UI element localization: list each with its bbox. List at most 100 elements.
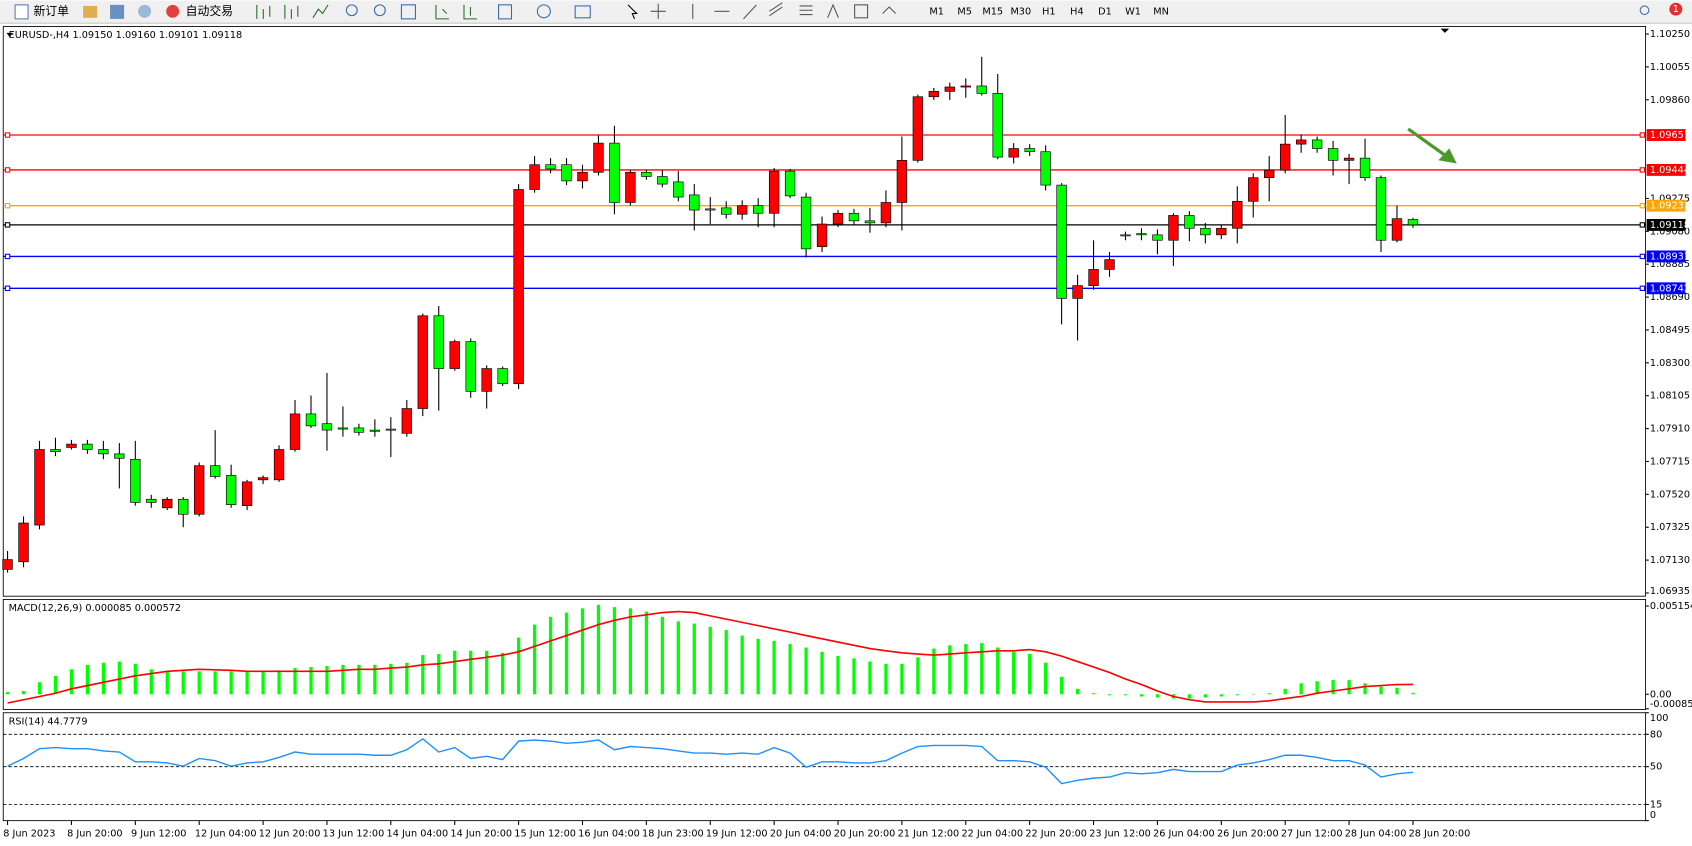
candle-body [673,181,684,198]
macd-bar [964,644,968,695]
candle-body [369,429,381,432]
macd-bar [692,623,696,695]
y-tick-label: -0.00085 [1650,699,1692,710]
icon[interactable] [345,4,358,17]
x-tick-label: 28 Jun 04:00 [1345,829,1407,840]
icon[interactable] [769,2,783,17]
candle-body [1343,157,1355,161]
macd-bar [916,657,920,695]
icon[interactable] [882,6,897,14]
toolbar-icons [256,2,1650,20]
price-label: 1.08742 [1650,283,1690,294]
icon[interactable] [574,5,591,19]
y-tick-label: 1.07910 [1650,424,1690,435]
candle-body [273,449,285,481]
icon[interactable] [312,4,329,19]
macd-bar [165,671,169,695]
timeframe-button[interactable]: M1 [929,6,944,17]
candle-body [82,443,93,450]
line-anchor [4,132,11,138]
macd-bar [724,630,728,695]
macd-bar [996,647,1000,695]
candle-body [641,171,652,177]
candle-body [784,170,796,197]
candle-body [178,498,189,515]
icon[interactable] [83,5,98,18]
symbol-marker [6,32,13,38]
icon[interactable] [373,4,386,17]
y-tick-label: 1.06935 [1650,586,1690,597]
timeframe-button[interactable]: M30 [1010,6,1031,17]
x-tick-label: 14 Jun 20:00 [450,829,512,840]
auto-trading-button[interactable]: 自动交易 [166,4,233,18]
macd-bar [1075,688,1080,695]
macd-bar [980,643,984,695]
toolbar-bg [0,0,1692,24]
macd-bar [389,663,393,695]
macd-bar [1379,686,1383,695]
timeframe-button[interactable]: D1 [1098,6,1112,17]
icon[interactable] [497,4,513,20]
y-tick-label: 1.07130 [1650,555,1690,566]
candle-body [321,423,333,431]
icon[interactable] [435,4,449,20]
timeframe-button[interactable]: M15 [982,6,1003,17]
search-icon[interactable] [1639,5,1650,16]
macd-bar [644,611,648,695]
candle-body [1407,219,1419,226]
icon[interactable] [799,5,813,16]
line-anchor [4,167,11,173]
icon[interactable] [536,4,551,19]
icon[interactable] [284,4,299,19]
icon [166,4,180,18]
icon[interactable] [627,4,638,20]
candle-body [880,202,892,224]
candle-body [1200,227,1211,236]
y-tick-label: 0 [1650,810,1656,821]
x-tick-label: 14 Jun 04:00 [387,829,449,840]
icon[interactable] [827,3,839,19]
macd-bar [1235,694,1239,696]
candle-body [960,85,971,88]
macd-bar [580,608,585,695]
candle-body [800,196,812,250]
icon[interactable] [256,4,271,19]
macd-bar [1219,694,1223,697]
candle-body [561,164,572,182]
button-label: 自动交易 [186,4,233,18]
x-tick-label: 20 Jun 04:00 [770,829,832,840]
macd-bar [181,671,185,695]
new-order-button[interactable]: 新订单 [14,4,69,20]
candle-body [1327,148,1339,161]
icon[interactable] [854,4,869,19]
icon[interactable] [138,4,152,18]
icon[interactable] [463,4,477,20]
icon[interactable] [743,4,757,20]
icon[interactable] [650,3,666,19]
x-tick-label: 15 Jun 12:00 [514,829,576,840]
macd-bar [836,656,840,695]
price-label: 1.08931 [1650,251,1690,262]
price-label-bg [1646,250,1686,263]
timeframe-button[interactable]: M5 [957,6,972,17]
macd-bar [325,666,329,695]
candle-body [545,164,556,170]
candle-body [1184,215,1195,229]
macd-bar [852,658,856,695]
icon[interactable] [110,4,125,19]
icon[interactable] [400,4,416,20]
timeframe-button[interactable]: H1 [1042,6,1055,17]
candle-body [194,465,205,515]
timeframe-button[interactable]: W1 [1125,6,1141,17]
macd-bar [1091,693,1096,695]
x-tick-label: 12 Jun 20:00 [259,829,321,840]
panel-frame [2,26,1647,597]
timeframe-button[interactable]: H4 [1070,6,1083,17]
candle-body [593,142,604,173]
timeframe-button[interactable]: MN [1153,6,1169,17]
macd-bar [756,638,760,695]
candle-body [577,171,588,182]
macd-bar [53,675,58,695]
